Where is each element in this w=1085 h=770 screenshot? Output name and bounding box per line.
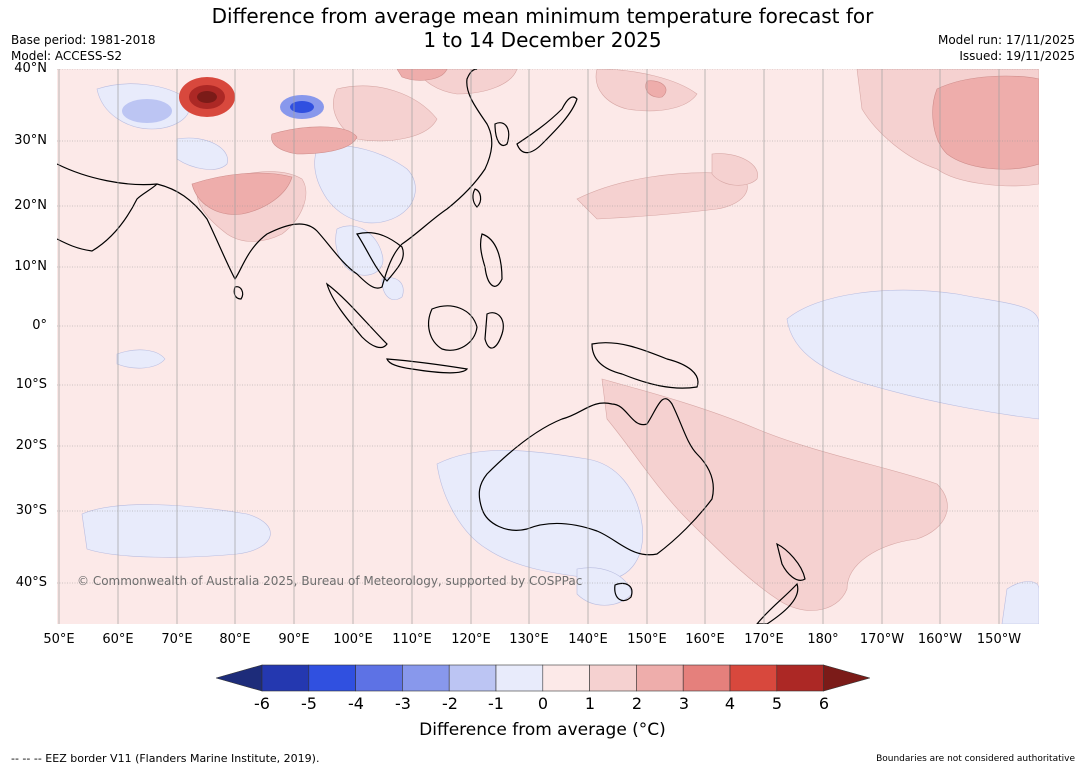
colorbar-swatch — [776, 664, 824, 692]
asia-coast — [57, 69, 493, 289]
colorbar — [216, 664, 870, 692]
colorbar-tick: -4 — [348, 694, 364, 713]
colorbar-tick: -3 — [395, 694, 411, 713]
lat-label-20n: 20°N — [14, 198, 47, 213]
colorbar-tick: 6 — [818, 694, 830, 713]
lon-label-170w: 170°W — [859, 632, 905, 647]
borneo-coast — [428, 305, 478, 351]
lat-label-10s: 10°S — [15, 377, 47, 392]
base-period: Base period: 1981-2018 — [11, 33, 156, 47]
colorbar-tick: -2 — [442, 694, 458, 713]
lon-label-80e: 80°E — [219, 632, 251, 647]
lat-label-0: 0° — [32, 318, 47, 333]
colorbar-swatch — [355, 664, 403, 692]
sulawesi-coast — [484, 312, 504, 349]
lon-label-110e: 110°E — [392, 632, 432, 647]
colorbar-tick: 5 — [771, 694, 783, 713]
new-zealand-north — [776, 542, 806, 581]
lon-label-90e: 90°E — [278, 632, 310, 647]
model-run: Model run: 17/11/2025 — [937, 33, 1075, 47]
colorbar-swatch — [495, 664, 544, 692]
lon-label-120e: 120°E — [451, 632, 491, 647]
japan-coast — [516, 96, 578, 154]
extreme-anomaly-cores — [122, 77, 324, 123]
lon-label-160e: 160°E — [685, 632, 725, 647]
colorbar-swatch — [448, 664, 497, 692]
lat-label-40n: 40°N — [14, 61, 47, 76]
colorbar-swatch — [308, 664, 356, 692]
colorbar-swatch — [823, 664, 870, 692]
colorbar-tick: -5 — [301, 694, 317, 713]
copyright-notice: © Commonwealth of Australia 2025, Bureau… — [77, 574, 583, 588]
colorbar-tick: 1 — [584, 694, 596, 713]
colorbar-tick: 3 — [678, 694, 690, 713]
lon-label-130e: 130°E — [509, 632, 549, 647]
indochina-coast — [356, 232, 404, 282]
sri-lanka-coast — [233, 286, 244, 300]
lon-label-100e: 100°E — [333, 632, 373, 647]
java-coast — [386, 358, 469, 374]
graticule — [57, 69, 1039, 584]
colorbar-tick: 4 — [724, 694, 736, 713]
map-canvas — [57, 69, 1039, 624]
lat-label-10n: 10°N — [14, 259, 47, 274]
lon-label-170e: 170°E — [744, 632, 784, 647]
new-zealand-south — [756, 582, 799, 624]
taiwan-coast — [472, 188, 482, 208]
warmer-anomaly-areas — [191, 69, 1039, 215]
colorbar-swatch — [682, 664, 731, 692]
eez-legend: -- -- -- EEZ border V11 (Flanders Marine… — [11, 752, 320, 765]
colorbar-swatch — [589, 664, 637, 692]
meridians — [58, 69, 1000, 624]
colorbar-tick: -1 — [488, 694, 504, 713]
colorbar-swatch — [542, 664, 590, 692]
lon-label-150w: 150°W — [976, 632, 1022, 647]
korea-coast — [494, 122, 510, 146]
lat-label-30n: 30°N — [14, 133, 47, 148]
colorbar-swatch — [402, 664, 450, 692]
colorbar-tick: 0 — [537, 694, 549, 713]
lat-label-20s: 20°S — [15, 438, 47, 453]
meta-left: Base period: 1981-2018 Model: ACCESS-S2 — [11, 32, 156, 64]
lat-label-30s: 30°S — [15, 503, 47, 518]
philippines-coast — [479, 233, 503, 287]
lon-label-60e: 60°E — [102, 632, 134, 647]
new-guinea-coast — [591, 342, 699, 389]
title-line-1: Difference from average mean minimum tem… — [211, 4, 874, 28]
colorbar-swatch — [636, 664, 684, 692]
sumatra-coast — [325, 282, 388, 349]
tasmania-coast — [614, 582, 633, 602]
lon-label-150e: 150°E — [627, 632, 667, 647]
colorbar-tick: -6 — [254, 694, 270, 713]
colorbar-tick: 2 — [631, 694, 643, 713]
lon-label-140e: 140°E — [568, 632, 608, 647]
lon-label-70e: 70°E — [161, 632, 193, 647]
meta-right: Model run: 17/11/2025 Issued: 19/11/2025 — [938, 32, 1075, 64]
model-name: Model: ACCESS-S2 — [11, 49, 123, 63]
map-title: Difference from average mean minimum tem… — [0, 4, 1085, 52]
issued-date: Issued: 19/11/2025 — [959, 49, 1075, 63]
lon-label-180: 180° — [807, 632, 839, 647]
coastlines — [57, 69, 806, 624]
lon-label-50e: 50°E — [43, 632, 75, 647]
colorbar-swatch — [729, 664, 778, 692]
colorbar-swatch — [261, 664, 310, 692]
title-line-2: 1 to 14 December 2025 — [423, 28, 662, 52]
lat-label-40s: 40°S — [15, 575, 47, 590]
boundary-disclaimer: Boundaries are not considered authoritat… — [876, 754, 1075, 764]
australia-coast — [478, 398, 714, 556]
colorbar-swatches — [216, 664, 870, 692]
lon-label-160w: 160°W — [917, 632, 963, 647]
colorbar-swatch — [216, 664, 263, 692]
colorbar-label: Difference from average (°C) — [419, 720, 666, 740]
